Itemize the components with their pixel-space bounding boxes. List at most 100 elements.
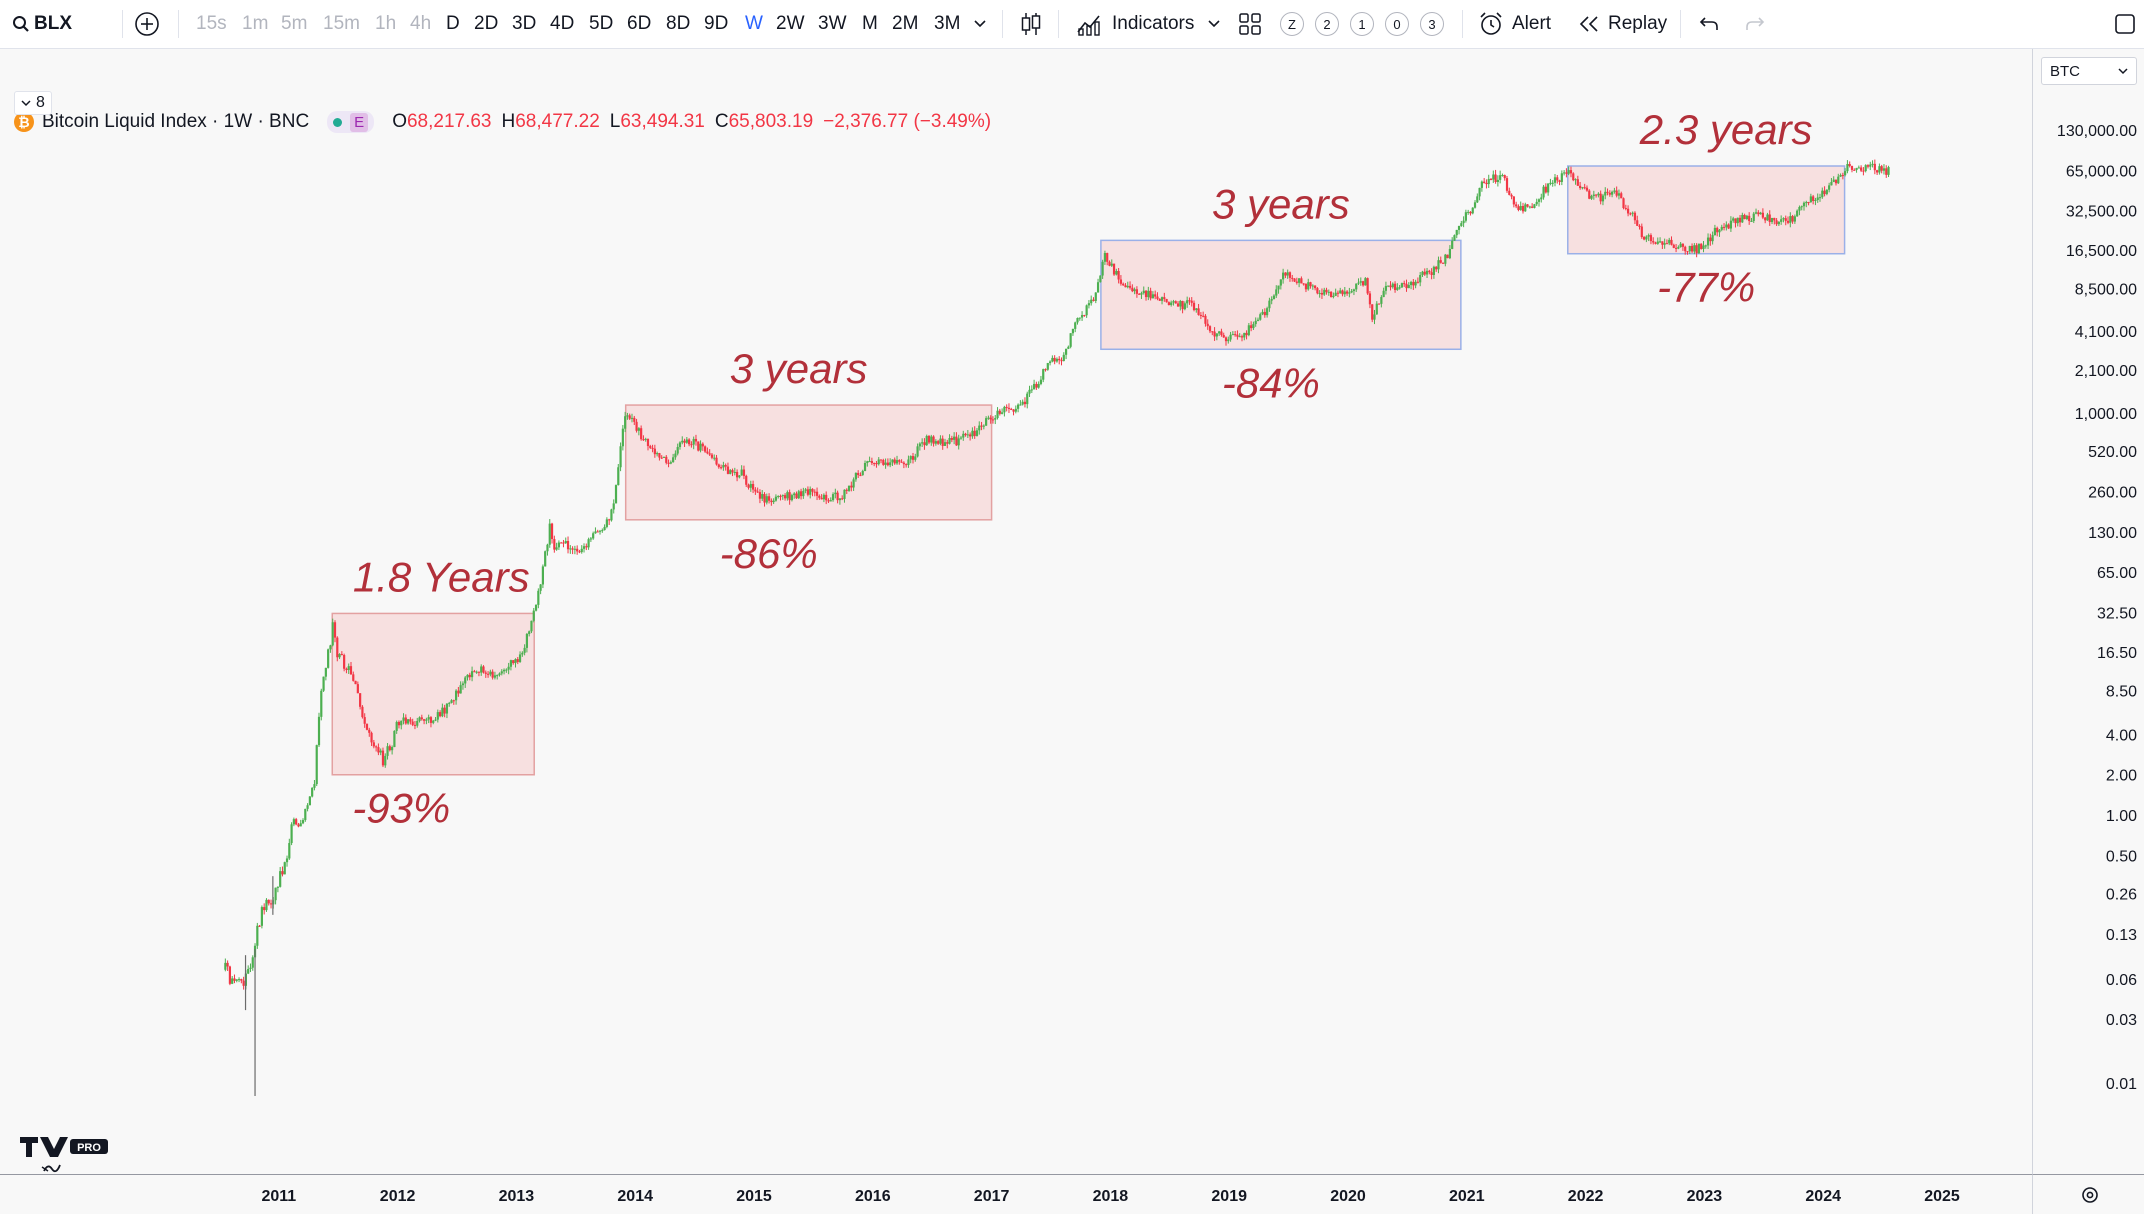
interval-5d[interactable]: 5D [589,13,614,34]
candle-body [1663,243,1666,245]
candle-body [333,622,337,638]
interval-dropdown[interactable] [974,0,986,48]
price-tick-label: 0.50 [2106,848,2137,865]
interval-4d[interactable]: 4D [550,13,575,34]
candle-body [1727,224,1730,229]
layouts-button[interactable] [1238,0,1262,48]
interval-2m[interactable]: 2M [892,13,919,34]
candle-body [1384,285,1388,291]
interval-d[interactable]: D [446,13,460,34]
candle-body [363,717,366,724]
candle-body [1099,275,1102,283]
candle-body [1032,383,1036,390]
candle-body [1213,331,1216,337]
interval-4h[interactable]: 4h [410,13,432,34]
layout-badge-z[interactable]: Z [1280,12,1304,36]
candle-body [706,451,709,454]
price-tick-label: 1,000.00 [2075,406,2137,423]
candle-body [603,526,606,531]
candle-body [1828,185,1831,190]
tradingview-pro-logo[interactable]: PRO [18,1135,110,1175]
chart-type-button[interactable] [1020,0,1042,48]
cycle-box[interactable] [624,404,993,521]
interval-1m[interactable]: 1m [242,13,269,34]
candle-body [905,464,908,466]
interval-15s[interactable]: 15s [196,13,227,34]
candle-body [1373,314,1376,320]
legend-collapse-button[interactable]: 8 [14,91,52,115]
candle-body [1780,219,1783,222]
price-tick-label: 130,000.00 [2057,123,2137,140]
candle-body [1286,272,1289,276]
candle-body [1149,290,1152,299]
interval-5m[interactable]: 5m [281,13,308,34]
alarm-clock-icon [1480,12,1502,35]
candle-body [1684,246,1687,252]
interval-6d[interactable]: 6D [627,13,652,34]
candle-body [1300,278,1303,284]
interval-3d[interactable]: 3D [512,13,537,34]
indicators-label: Indicators [1112,13,1195,34]
cycle-box[interactable] [1100,239,1462,351]
symbol-search[interactable]: BLX [12,0,72,48]
candle-body [1629,213,1632,215]
candle-body [523,647,526,653]
redo-button[interactable] [1744,0,1766,48]
series-title[interactable]: Bitcoin Liquid Index · 1W · BNC [42,111,310,132]
candle-body [845,489,848,491]
candle-body [656,453,659,455]
candle-body [1266,308,1269,316]
alert-label: Alert [1512,13,1552,34]
candle-body [301,820,305,824]
cycle-box[interactable] [331,612,535,776]
time-tick-label: 2024 [1805,1188,1841,1205]
layout-badge-0[interactable]: 0 [1385,12,1409,36]
replay-button[interactable]: Replay [1578,0,1667,48]
market-status-badge[interactable]: E [327,111,375,133]
candle-body [626,415,629,417]
interval-2w[interactable]: 2W [776,13,805,34]
time-scale[interactable]: 2011 2012 2013 2014 2015 2016 2017 2018 2019 2020… [0,1174,2032,1214]
candle-body [907,459,910,465]
candle-body [1380,297,1383,304]
indicators-dropdown[interactable] [1208,0,1220,48]
candle-body [1672,244,1675,248]
price-chart[interactable]: 1.8 Years -93% 3 years -86% 3 years -84%… [0,49,2032,1174]
cycle-box[interactable] [1567,165,1846,255]
currency-select[interactable]: BTC [2041,57,2137,85]
candle-body [1227,339,1230,342]
candle-body [827,500,830,502]
candle-body [1483,181,1486,183]
compare-button[interactable] [134,0,160,48]
candle-body [290,824,293,844]
fullscreen-button[interactable] [2114,0,2136,48]
layout-badge-1[interactable]: 1 [1350,12,1374,36]
indicators-button[interactable]: Indicators [1076,0,1194,48]
interval-15m[interactable]: 15m [323,13,360,34]
chart-pane[interactable]: 1.8 Years -93% 3 years -86% 3 years -84%… [0,49,2032,1174]
candle-body [1366,278,1369,294]
interval-1h[interactable]: 1h [375,13,397,34]
candle-body [1777,221,1780,225]
alert-button[interactable]: Alert [1478,0,1551,48]
interval-9d[interactable]: 9D [704,13,729,34]
candle-body [1642,237,1646,240]
layout-badge-3[interactable]: 3 [1420,12,1444,36]
candle-body [1745,215,1748,220]
interval-m[interactable]: M [862,13,878,34]
candle-body [1823,190,1826,195]
candle-body [815,491,819,496]
interval-2d[interactable]: 2D [474,13,499,34]
interval-w[interactable]: W [745,13,763,34]
candle-body [1624,208,1627,210]
price-scale[interactable]: 130,000.00 65,000.00 32,500.00 16,500.00 8,5… [2032,49,2144,1174]
interval-3w[interactable]: 3W [818,13,847,34]
interval-8d[interactable]: 8D [666,13,691,34]
layout-badge-2[interactable]: 2 [1315,12,1339,36]
axis-settings-corner[interactable] [2032,1174,2144,1214]
interval-3m[interactable]: 3M [934,13,961,34]
candle-body [1261,311,1264,315]
candle-body [589,538,592,540]
undo-button[interactable] [1698,0,1720,48]
time-tick-label: 2025 [1924,1188,1960,1205]
